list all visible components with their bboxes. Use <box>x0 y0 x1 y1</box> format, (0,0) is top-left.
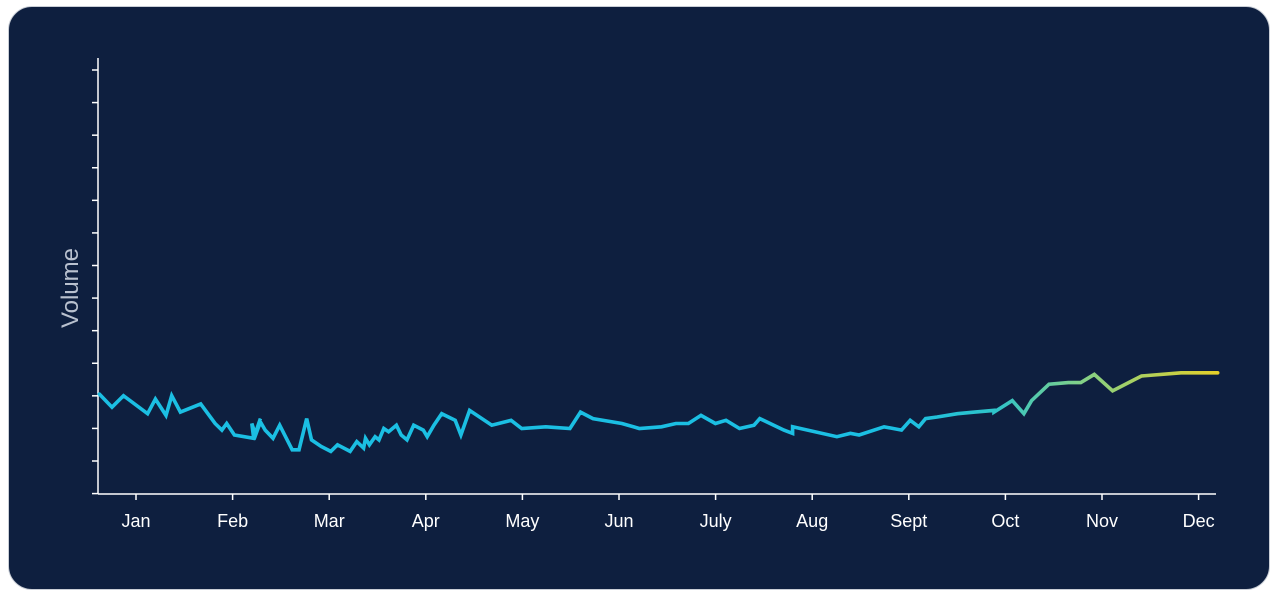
y-axis-title: Volume <box>57 248 84 328</box>
axes <box>97 58 1216 495</box>
x-tick-label: Jan <box>121 511 150 531</box>
x-tick-label: Oct <box>991 511 1019 531</box>
y-axis-ticks <box>92 69 98 495</box>
x-tick-label: Feb <box>217 511 248 531</box>
x-tick-label: Jun <box>604 511 633 531</box>
x-tick-label: Aug <box>796 511 828 531</box>
series-line <box>97 371 1220 454</box>
x-tick-label: Sept <box>890 511 927 531</box>
x-tick-label: July <box>700 511 732 531</box>
x-tick-label: Mar <box>314 511 345 531</box>
x-axis-ticks: Jan Feb Mar Apr May Jun July Aug Sept Oct Nov Dec <box>121 494 1215 531</box>
x-tick-label: Nov <box>1086 511 1118 531</box>
x-tick-label: Dec <box>1183 511 1215 531</box>
x-tick-label: Apr <box>412 511 440 531</box>
x-tick-label: May <box>505 511 539 531</box>
chart-card <box>8 6 1270 590</box>
